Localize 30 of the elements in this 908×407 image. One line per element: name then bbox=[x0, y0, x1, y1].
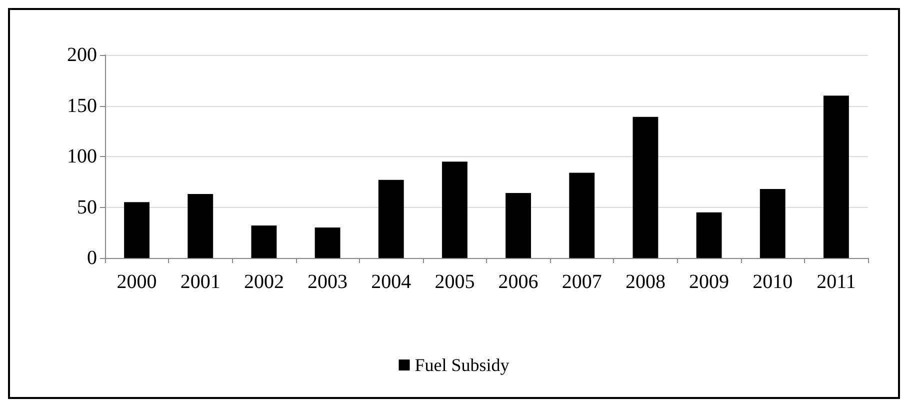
bar bbox=[188, 194, 214, 258]
y-tick-label: 50 bbox=[77, 196, 97, 218]
x-tick-label: 2006 bbox=[498, 271, 538, 293]
bar bbox=[442, 162, 468, 258]
legend-label: Fuel Subsidy bbox=[414, 355, 510, 375]
bar bbox=[760, 188, 786, 258]
y-tick-label: 100 bbox=[67, 146, 97, 168]
y-tick-label: 200 bbox=[67, 44, 97, 66]
bar bbox=[378, 180, 404, 258]
x-tick-label: 2005 bbox=[434, 271, 475, 293]
y-tick-label: 0 bbox=[87, 247, 97, 269]
bar bbox=[506, 193, 532, 258]
bar bbox=[696, 212, 722, 258]
bar bbox=[569, 172, 595, 258]
x-tick-label: 2008 bbox=[625, 271, 666, 293]
y-tick-label: 150 bbox=[67, 94, 97, 117]
x-tick-label: 2010 bbox=[752, 271, 793, 293]
x-tick-label: 2009 bbox=[689, 271, 730, 293]
x-tick-label: 2007 bbox=[562, 271, 602, 293]
x-tick-label: 2002 bbox=[244, 271, 284, 293]
bar bbox=[632, 116, 658, 258]
bar bbox=[124, 202, 150, 258]
bar bbox=[251, 226, 277, 258]
bar bbox=[314, 228, 340, 258]
x-tick-label: 2011 bbox=[816, 271, 856, 293]
bar bbox=[823, 96, 849, 258]
x-tick-label: 2000 bbox=[116, 271, 157, 293]
x-tick-label: 2004 bbox=[371, 271, 412, 293]
x-tick-label: 2003 bbox=[308, 271, 348, 293]
x-tick-label: 2001 bbox=[180, 271, 220, 293]
